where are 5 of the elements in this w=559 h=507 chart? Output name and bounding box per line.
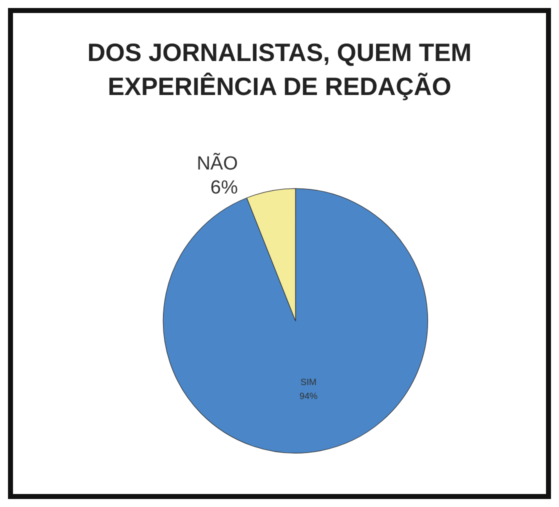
slice-label: NÃO (196, 152, 238, 175)
chart-title: DOS JORNALISTAS, QUEM TEM EXPERIÊNCIA DE REDAÇÃO (87, 39, 472, 101)
data-label: 94% (299, 390, 318, 401)
data-label: 6% (210, 178, 238, 199)
slice-label: SIM (300, 376, 316, 387)
